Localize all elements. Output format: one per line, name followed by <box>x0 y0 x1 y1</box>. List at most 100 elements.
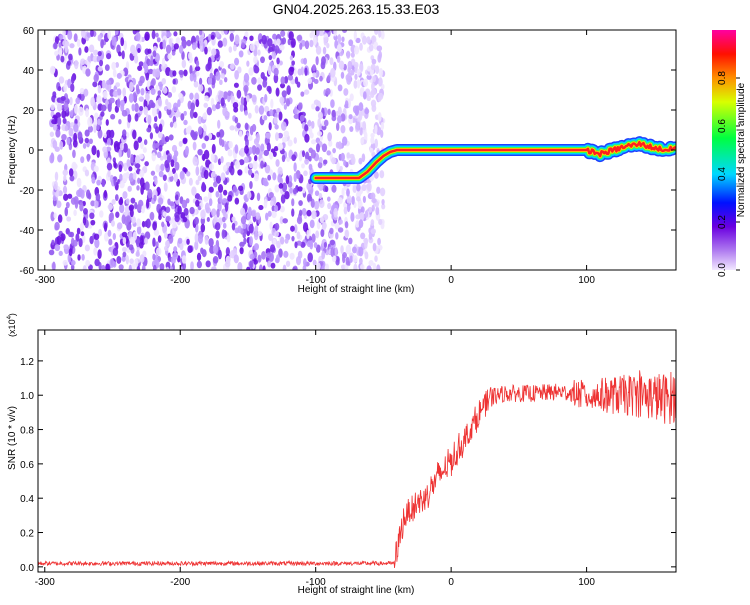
noise-cell <box>307 195 313 202</box>
noise-cell <box>189 108 195 119</box>
noise-cell <box>171 167 176 175</box>
noise-cell <box>364 210 369 218</box>
noise-cell <box>244 110 249 116</box>
noise-cell <box>52 195 57 201</box>
noise-cell <box>371 82 375 91</box>
noise-cell <box>239 104 244 112</box>
noise-cell <box>274 222 280 231</box>
noise-cell <box>136 185 140 191</box>
noise-cell <box>130 153 134 164</box>
noise-cell <box>106 137 111 146</box>
noise-cell <box>231 216 236 222</box>
noise-cell <box>107 169 111 178</box>
noise-cell <box>246 266 251 270</box>
x-tick-label: 0 <box>448 275 454 286</box>
noise-cell <box>118 148 122 158</box>
noise-cell <box>88 44 95 53</box>
noise-cell <box>208 163 215 171</box>
noise-cell <box>340 245 344 254</box>
noise-cell <box>154 115 158 123</box>
noise-cell <box>165 206 171 213</box>
noise-cell <box>315 45 322 55</box>
noise-cell <box>160 163 165 172</box>
noise-cell <box>304 40 310 50</box>
noise-cell <box>359 264 365 270</box>
noise-cell <box>237 225 242 234</box>
noise-cell <box>228 46 233 53</box>
noise-cell <box>361 35 367 45</box>
noise-cell <box>360 206 365 214</box>
noise-cell <box>222 164 228 172</box>
noise-cell <box>304 158 309 165</box>
noise-cell <box>381 198 385 206</box>
noise-cell <box>93 247 98 256</box>
noise-cell <box>288 174 293 184</box>
noise-cell <box>134 113 139 122</box>
noise-cell <box>336 256 340 263</box>
noise-cell <box>378 78 383 87</box>
noise-cell <box>69 96 73 106</box>
noise-cell <box>267 38 273 47</box>
noise-cell <box>358 219 364 229</box>
noise-cell <box>180 211 186 219</box>
noise-cell <box>326 75 331 83</box>
noise-cell <box>293 172 297 183</box>
noise-cell <box>274 257 280 264</box>
noise-cell <box>291 60 296 66</box>
noise-cell <box>348 39 354 47</box>
noise-cell <box>151 30 156 40</box>
noise-cell <box>63 244 69 250</box>
noise-cell <box>373 30 379 35</box>
noise-cell <box>96 94 102 104</box>
noise-cell <box>72 139 78 148</box>
noise-cell <box>344 100 349 109</box>
noise-cell <box>103 222 108 232</box>
snr-multiplier: (x104) <box>7 313 17 337</box>
noise-cell <box>53 180 58 191</box>
noise-cell <box>101 264 106 270</box>
noise-cell <box>103 132 107 139</box>
noise-cell <box>280 194 286 204</box>
noise-cell <box>364 251 369 260</box>
y-tick-label: 40 <box>23 66 35 77</box>
noise-cell <box>295 170 301 179</box>
noise-cell <box>178 69 184 76</box>
noise-cell <box>308 163 313 171</box>
snr-y-label: SNR (10 * v/v) <box>7 406 18 470</box>
noise-cell <box>202 123 207 134</box>
y-tick-label: 60 <box>23 26 35 37</box>
noise-cell <box>58 250 63 256</box>
noise-cell <box>249 180 253 189</box>
noise-cell <box>105 146 112 152</box>
noise-cell <box>286 85 291 96</box>
noise-cell <box>264 93 268 103</box>
noise-cell <box>78 106 84 117</box>
noise-cell <box>341 36 345 43</box>
noise-cell <box>202 112 207 120</box>
noise-cell <box>340 264 346 270</box>
noise-cell <box>58 42 62 48</box>
noise-cell <box>85 107 90 118</box>
noise-cell <box>233 254 239 264</box>
noise-cell <box>173 172 178 183</box>
noise-cell <box>119 196 124 205</box>
noise-cell <box>253 243 260 251</box>
noise-cell <box>375 65 380 75</box>
noise-cell <box>96 149 100 158</box>
noise-cell <box>236 122 241 129</box>
noise-cell <box>116 256 122 264</box>
noise-cell <box>121 109 128 117</box>
noise-cell <box>134 102 139 113</box>
noise-cell <box>205 63 211 72</box>
noise-cell <box>268 122 272 131</box>
noise-cell <box>257 77 263 85</box>
noise-cell <box>210 97 215 107</box>
noise-cell <box>343 206 348 215</box>
noise-cell <box>220 73 226 79</box>
noise-cell <box>364 108 370 115</box>
noise-cell <box>356 68 361 76</box>
noise-cell <box>328 140 333 147</box>
noise-cell <box>201 181 206 191</box>
noise-cell <box>309 132 314 139</box>
noise-cell <box>163 231 168 239</box>
